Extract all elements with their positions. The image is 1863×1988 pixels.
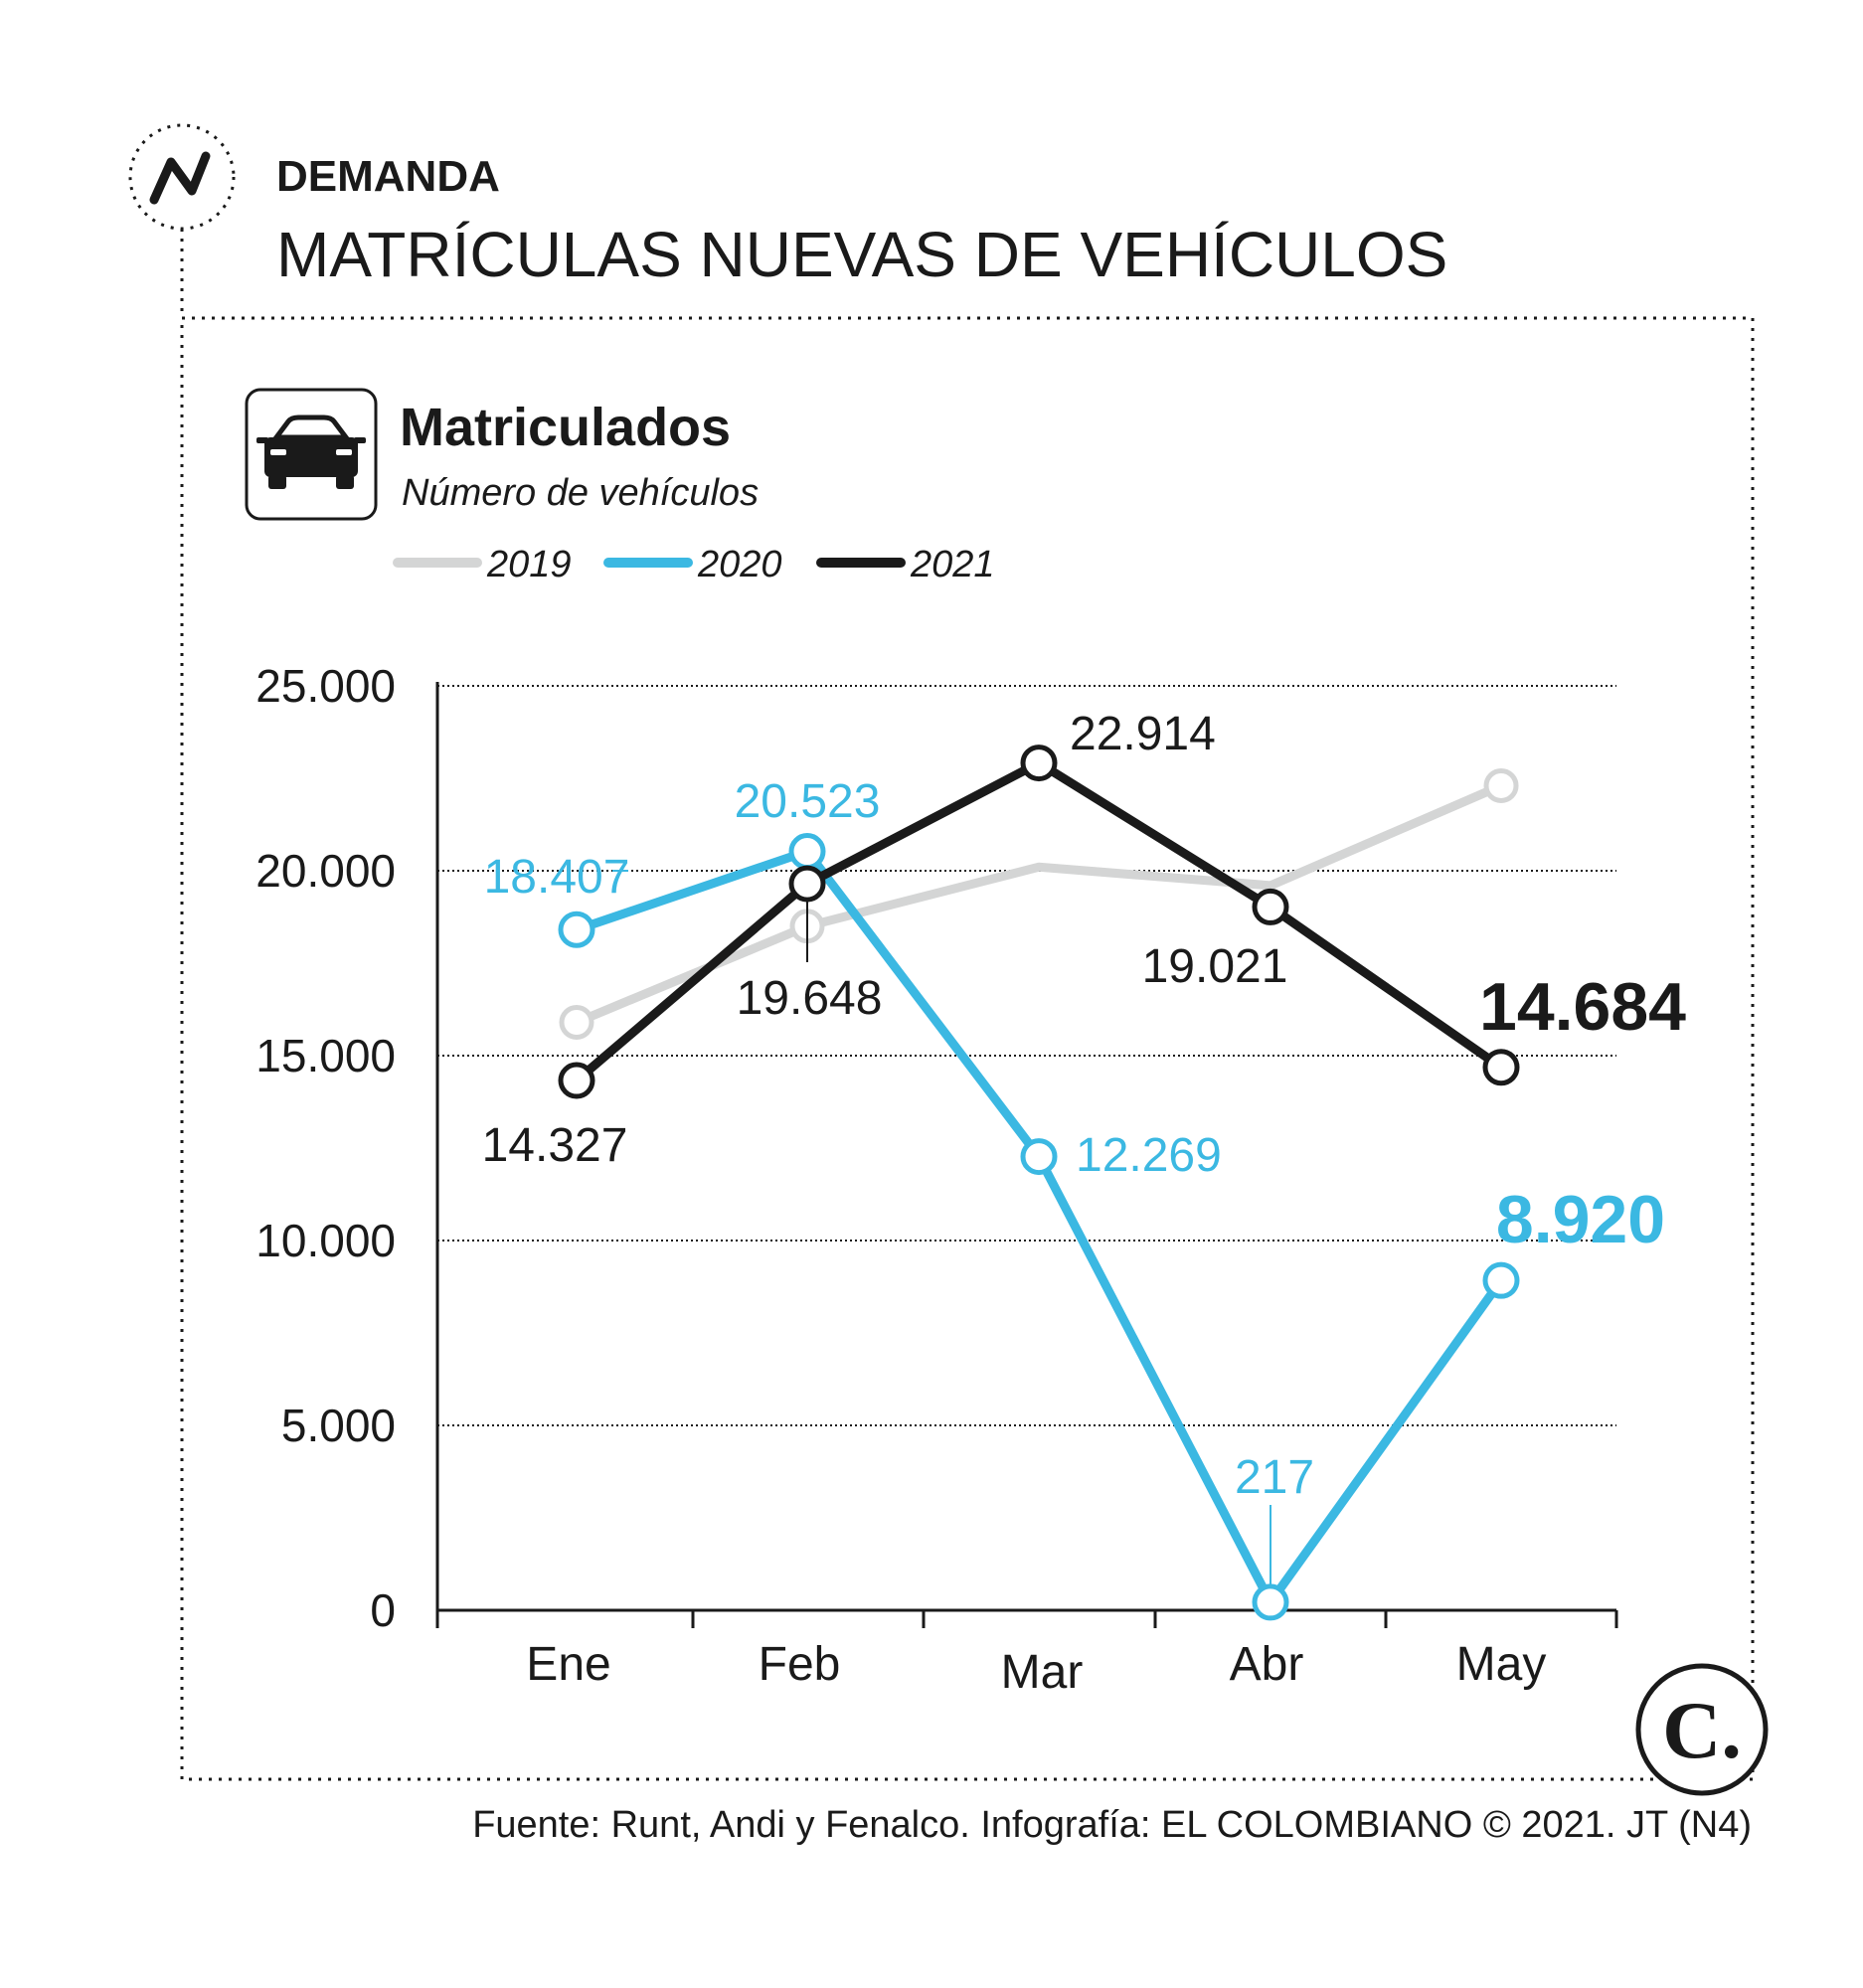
y-tick-label: 0 <box>370 1584 396 1636</box>
logo: C. <box>1635 1663 1769 1796</box>
data-label-2021: 14.327 <box>482 1119 628 1172</box>
legend-label: 2021 <box>910 544 995 585</box>
y-tick-label: 5.000 <box>281 1400 396 1451</box>
point-2021 <box>1482 1049 1520 1086</box>
data-labels: 18.407 20.523 12.269 217 8.920 14.327 19.648 22… <box>482 708 1686 1586</box>
point-2020 <box>558 911 595 948</box>
chart-frame <box>180 316 1755 1781</box>
point-2020 <box>1252 1583 1289 1621</box>
data-label-2021: 22.914 <box>1070 708 1216 760</box>
axes: 0 5.000 10.000 15.000 20.000 25.000 Ene Feb Mar A… <box>255 660 1618 1699</box>
panel-subtitle: Número de vehículos <box>402 472 759 514</box>
data-label-2020: 217 <box>1235 1451 1314 1504</box>
point-2021 <box>788 865 826 903</box>
x-tick-label: Ene <box>526 1638 610 1691</box>
source-note: Fuente: Runt, Andi y Fenalco. Infografía… <box>472 1804 1752 1846</box>
grid <box>437 685 1616 1426</box>
point-2021 <box>558 1062 595 1099</box>
series-line-2019 <box>572 780 1506 1028</box>
point-2020 <box>788 833 826 871</box>
header-icon <box>128 123 236 316</box>
point-2021 <box>1020 745 1058 782</box>
data-label-2021: 19.648 <box>737 972 883 1025</box>
y-tick-label: 25.000 <box>255 660 396 712</box>
data-label-2020: 12.269 <box>1076 1129 1222 1182</box>
legend: 2019 2020 2021 <box>393 544 995 585</box>
x-tick-label: May <box>1456 1638 1547 1691</box>
legend-label: 2019 <box>486 544 572 585</box>
point-2020 <box>1020 1138 1058 1176</box>
section-label: DEMANDA <box>276 152 500 201</box>
logo-mark: C. <box>1662 1685 1742 1775</box>
page-title: MATRÍCULAS NUEVAS DE VEHÍCULOS <box>276 219 1447 290</box>
x-tick-label: Feb <box>759 1638 841 1691</box>
car-icon <box>256 414 366 489</box>
data-label-2020: 8.920 <box>1496 1182 1665 1257</box>
y-tick-label: 10.000 <box>255 1215 396 1266</box>
data-label-2021: 14.684 <box>1479 969 1686 1045</box>
car-icon-box <box>245 388 378 521</box>
point-2019 <box>559 1005 594 1041</box>
data-label-2020: 18.407 <box>484 851 630 904</box>
series-group <box>558 745 1520 1621</box>
x-tick-label: Mar <box>1001 1646 1084 1699</box>
y-tick-label: 15.000 <box>255 1030 396 1081</box>
series-line-2021 <box>572 758 1506 1085</box>
y-tick-label: 20.000 <box>255 845 396 897</box>
x-tick-label: Abr <box>1230 1638 1304 1691</box>
point-2021 <box>1252 888 1289 925</box>
panel-title: Matriculados <box>400 398 731 457</box>
data-label-2020: 20.523 <box>735 775 881 828</box>
point-2019 <box>1483 767 1519 803</box>
data-label-2021: 19.021 <box>1142 940 1288 993</box>
trend-line-icon <box>149 151 211 205</box>
point-2020 <box>1482 1261 1520 1299</box>
legend-label: 2020 <box>697 544 782 585</box>
